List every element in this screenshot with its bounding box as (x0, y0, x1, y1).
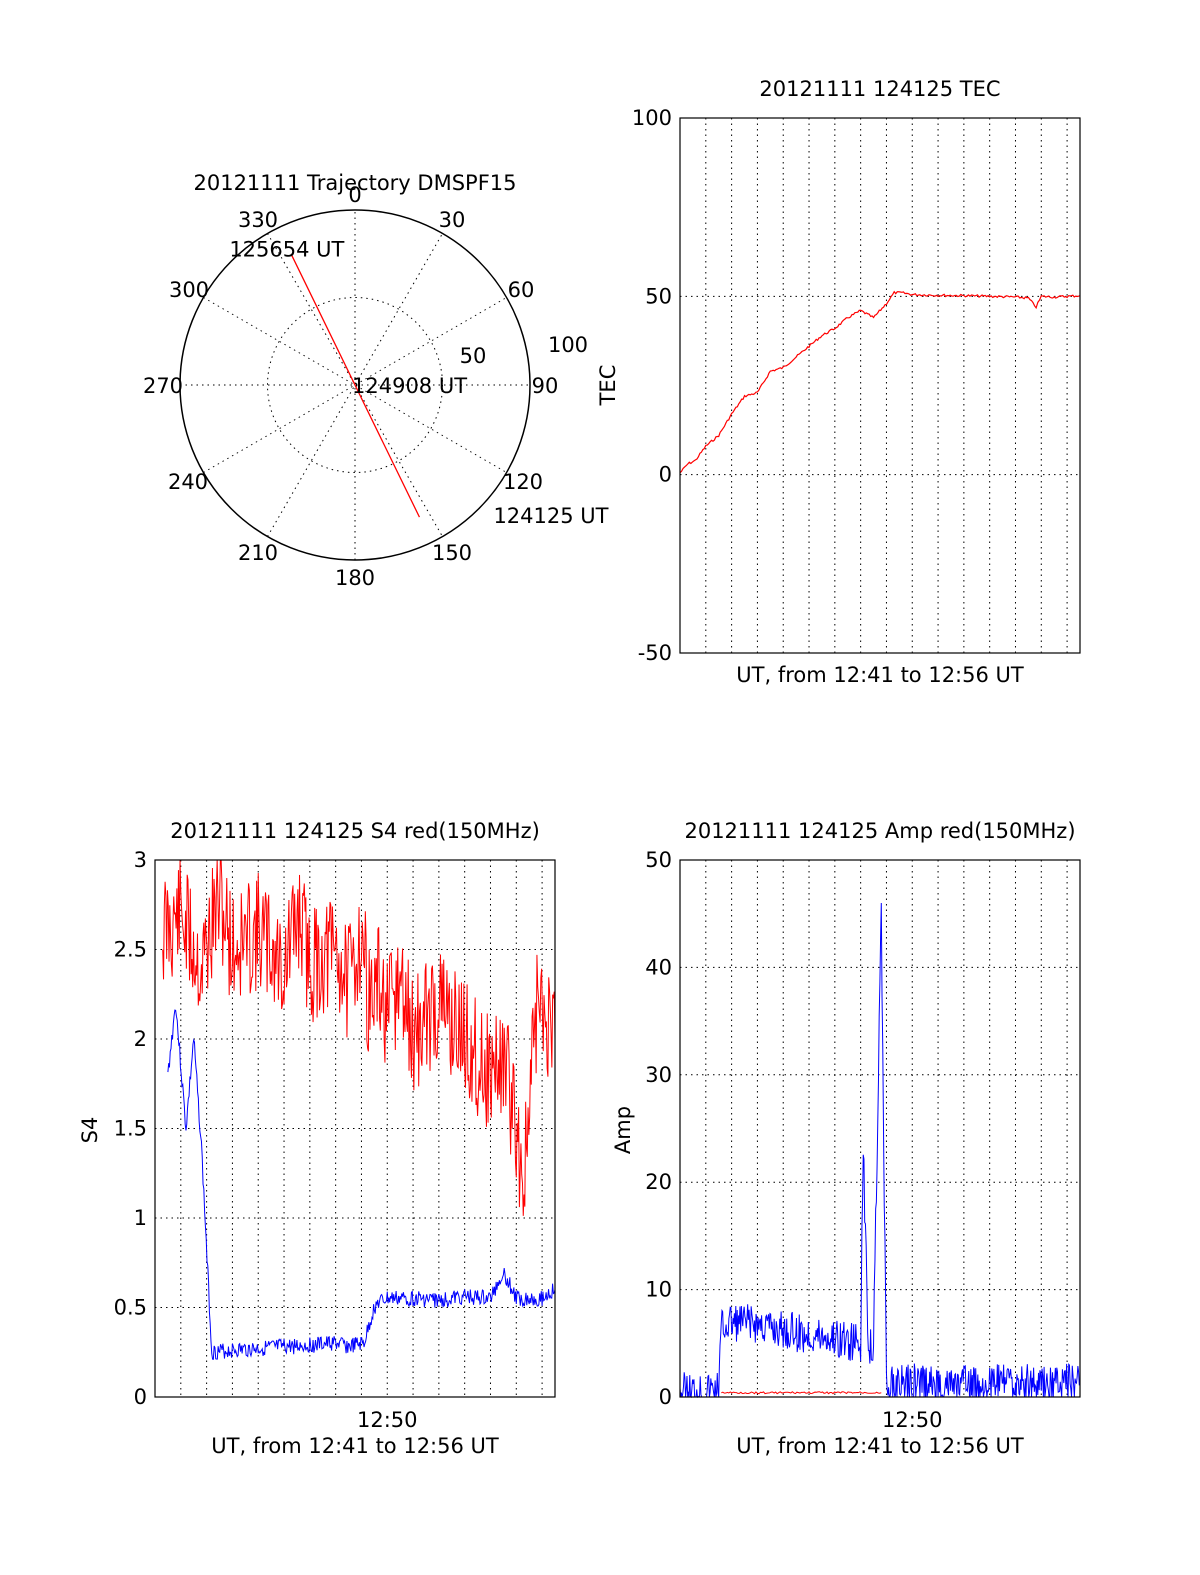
y-tick-label: 50 (645, 848, 672, 872)
trajectory-title: 20121111 Trajectory DMSPF15 (193, 171, 516, 195)
tec-plot-frame (679, 117, 1081, 654)
trajectory-time-label: 124908 UT (352, 374, 467, 398)
series-line (167, 1009, 556, 1360)
series-line (721, 1391, 882, 1395)
s4-x-tick-labels: 12:50 (357, 1408, 418, 1432)
polar-spoke (267, 233, 443, 537)
y-tick-label: 40 (645, 955, 672, 979)
s4-x-axis-label: UT, from 12:41 to 12:56 UT (211, 1434, 499, 1458)
x-tick-label: 12:50 (357, 1408, 418, 1432)
y-tick-label: 1.5 (114, 1117, 147, 1141)
polar-angle-label: 210 (238, 541, 278, 565)
polar-angle-label: 90 (532, 374, 559, 398)
trajectory-time-label: 124125 UT (493, 504, 608, 528)
polar-spoke (267, 233, 443, 537)
polar-spoke (203, 297, 507, 473)
y-tick-label: 20 (645, 1170, 672, 1194)
y-tick-label: 0 (659, 1385, 672, 1409)
polar-angle-label: 180 (335, 566, 375, 590)
tec-y-axis-label: TEC (596, 365, 620, 407)
y-tick-label: 50 (645, 284, 672, 308)
y-tick-label: -50 (638, 641, 672, 665)
tec-title: 20121111 124125 TEC (759, 77, 1000, 101)
y-tick-label: 3 (134, 848, 147, 872)
y-tick-label: 0 (134, 1385, 147, 1409)
polar-angle-label: 0 (348, 183, 361, 207)
amp-plot: 20121111 124125 Amp red(150MHz) 50 40 30 20… (611, 819, 1081, 1458)
polar-grid (180, 210, 530, 560)
tec-y-tick-labels: 100 50 0 -50 (632, 106, 672, 665)
tec-series (679, 290, 1081, 474)
tec-plot: 20121111 124125 TEC 100 50 0 -50 TEC UT, fr… (596, 77, 1081, 687)
amp-plot-frame (679, 859, 1081, 1398)
trajectory-polar-plot: 20121111 Trajectory DMSPF15 0 30 60 90 120 15… (143, 171, 609, 590)
polar-annotations: 125654 UT 124908 UT 124125 UT (229, 237, 608, 528)
polar-radius-label: 100 (548, 333, 588, 357)
polar-angle-label: 30 (439, 208, 466, 232)
polar-angle-label: 120 (503, 470, 543, 494)
s4-y-tick-labels: 3 2.5 2 1.5 1 0.5 0 (114, 848, 147, 1409)
amp-title: 20121111 124125 Amp red(150MHz) (684, 819, 1075, 843)
amp-x-tick-labels: 12:50 (882, 1408, 943, 1432)
polar-spoke (203, 297, 507, 473)
polar-angle-label: 150 (432, 541, 472, 565)
trajectory-line (290, 254, 421, 518)
y-tick-label: 0 (659, 463, 672, 487)
y-tick-label: 2 (134, 1027, 147, 1051)
s4-y-axis-label: S4 (78, 1117, 102, 1144)
polar-angle-label: 300 (169, 278, 209, 302)
polar-angle-label: 240 (168, 470, 208, 494)
s4-title: 20121111 124125 S4 red(150MHz) (170, 819, 540, 843)
series-line (162, 859, 556, 1216)
trajectory-time-label: 125654 UT (229, 237, 344, 261)
s4-series (162, 859, 556, 1360)
y-tick-label: 100 (632, 106, 672, 130)
amp-series (679, 903, 1081, 1399)
y-tick-label: 2.5 (114, 938, 147, 962)
x-tick-label: 12:50 (882, 1408, 943, 1432)
polar-radius-labels: 50 100 (460, 333, 588, 368)
amp-y-axis-label: Amp (611, 1106, 635, 1154)
polar-angle-label: 270 (143, 374, 183, 398)
polar-outer-ring (179, 209, 531, 561)
polar-angle-label: 330 (238, 208, 278, 232)
polar-angle-label: 60 (508, 278, 535, 302)
y-tick-label: 30 (645, 1063, 672, 1087)
s4-plot-frame (154, 859, 556, 1398)
series-line (679, 903, 1081, 1399)
polar-trajectory-series (290, 254, 421, 518)
amp-y-tick-labels: 50 40 30 20 10 0 (645, 848, 672, 1409)
polar-inner-ring (267, 297, 443, 473)
series-line (679, 290, 1081, 474)
s4-plot: 20121111 124125 S4 red(150MHz) 3 2.5 2 1.5 1… (78, 819, 556, 1458)
y-tick-label: 0.5 (114, 1296, 147, 1320)
tec-x-axis-label: UT, from 12:41 to 12:56 UT (736, 663, 1024, 687)
y-tick-label: 10 (645, 1278, 672, 1302)
y-tick-label: 1 (134, 1206, 147, 1230)
polar-angle-labels: 0 30 60 90 120 150 180 210 240 270 300 330 (143, 183, 558, 590)
polar-radius-label: 50 (460, 344, 487, 368)
amp-x-axis-label: UT, from 12:41 to 12:56 UT (736, 1434, 1024, 1458)
tec-grid (680, 117, 1080, 654)
